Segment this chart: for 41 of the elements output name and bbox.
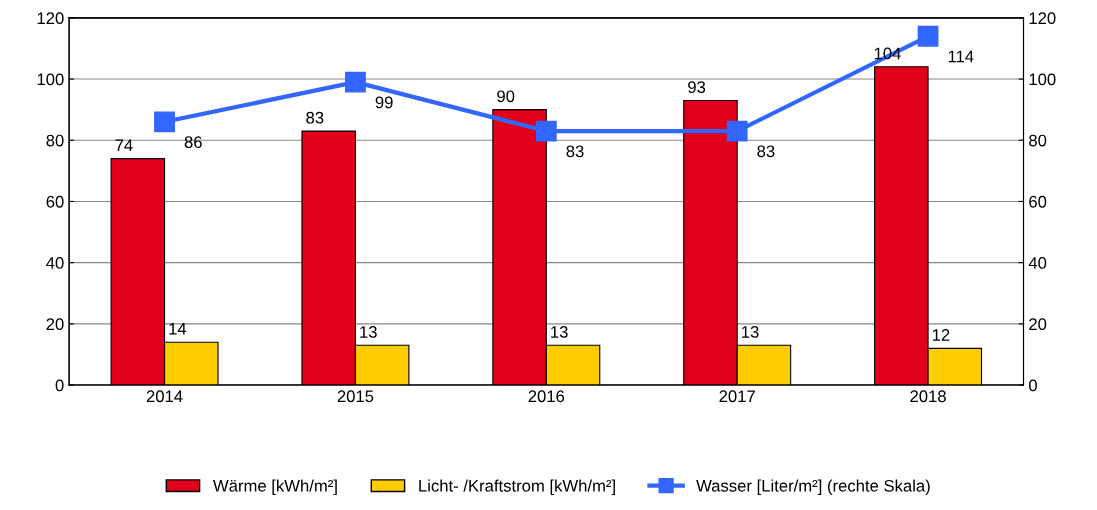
data-label: 90 xyxy=(497,90,515,103)
data-label: 12 xyxy=(932,329,950,341)
point xyxy=(345,71,366,93)
legend-label: Licht- /Kraftstrom [kWh/m²] xyxy=(419,479,615,495)
x-tick-label: 2015 xyxy=(337,390,374,403)
point xyxy=(726,120,748,142)
point xyxy=(535,120,557,142)
y-tick-label: 120 xyxy=(37,12,64,25)
data-label: 83 xyxy=(306,111,324,124)
y2-tick-label: 100 xyxy=(1029,73,1056,86)
legend-label: Wasser [Liter/m²] (rechte Skala) xyxy=(696,479,930,495)
y-tick-label: 0 xyxy=(55,379,64,392)
data-label: 114 xyxy=(948,50,974,63)
point xyxy=(917,25,939,47)
x-tick-label: 2018 xyxy=(910,390,946,403)
data-label: 99 xyxy=(375,96,393,109)
y2-tick-label: 80 xyxy=(1029,134,1047,147)
y-tick-label: 20 xyxy=(46,318,64,331)
x-tick-label: 2016 xyxy=(528,390,565,403)
data-label: 14 xyxy=(169,323,187,335)
data-label: 86 xyxy=(184,136,202,149)
y2-tick-label: 120 xyxy=(1029,12,1056,25)
y-tick-label: 40 xyxy=(46,257,64,269)
data-label: 13 xyxy=(742,326,759,338)
y-tick-label: 100 xyxy=(37,73,64,86)
y2-tick-label: 0 xyxy=(1029,379,1037,392)
data-label: 83 xyxy=(757,145,775,158)
y2-tick-label: 20 xyxy=(1029,318,1047,331)
data-label: 13 xyxy=(551,326,568,338)
y-tick-label: 60 xyxy=(46,195,64,208)
y2-tick-label: 40 xyxy=(1028,257,1047,269)
point xyxy=(154,111,175,133)
data-label: 93 xyxy=(688,81,706,94)
x-tick-label: 2017 xyxy=(719,390,755,403)
data-label: 83 xyxy=(566,145,584,158)
y-tick-label: 80 xyxy=(46,134,64,147)
data-label: 74 xyxy=(115,139,133,151)
legend-label: Wärme [kWh/m²] xyxy=(213,479,337,495)
y2-tick-label: 60 xyxy=(1029,195,1047,208)
data-label: 13 xyxy=(360,326,377,338)
x-tick-label: 2014 xyxy=(146,390,183,403)
